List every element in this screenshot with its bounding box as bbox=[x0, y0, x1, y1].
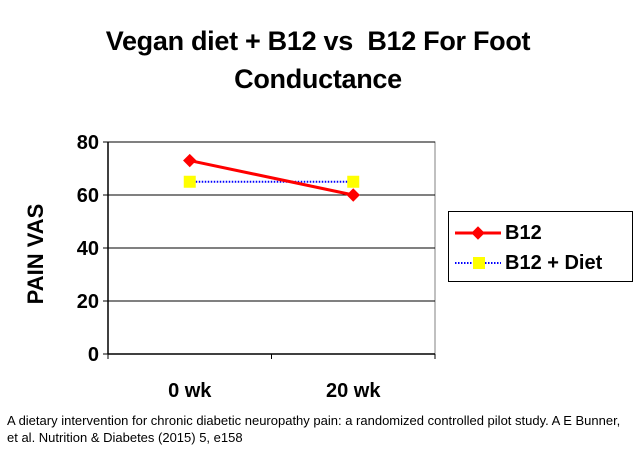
chart-title-line-2: Conductance bbox=[234, 64, 402, 94]
legend-swatch-b12-diet bbox=[455, 257, 501, 269]
y-axis-label: PAIN VAS bbox=[23, 204, 48, 305]
data-point-b12-1 bbox=[346, 188, 360, 202]
series-line-b12 bbox=[189, 159, 354, 197]
x-tick-label-1: 20 wk bbox=[326, 380, 381, 402]
y-tick-label-0: 0 bbox=[88, 344, 99, 366]
legend-item-b12: B12 bbox=[455, 218, 630, 248]
y-tick-label-20: 20 bbox=[77, 291, 99, 313]
gridlines bbox=[108, 141, 435, 302]
legend-label-b12: B12 bbox=[505, 221, 542, 244]
line-chart: 0 20 40 60 80 0 wk 20 wk PAIN VAS bbox=[23, 132, 436, 402]
y-tick-label-60: 60 bbox=[77, 185, 99, 207]
chart-title: Vegan diet + B12 vs B12 For Foot Conduct… bbox=[0, 22, 636, 98]
x-axis-ticks: 0 wk 20 wk bbox=[107, 354, 436, 402]
data-point-b12-diet-0 bbox=[183, 175, 196, 188]
legend-label-b12-diet: B12 + Diet bbox=[505, 251, 603, 274]
y-tick-label-80: 80 bbox=[77, 132, 99, 154]
chart-title-line-1: Vegan diet + B12 vs B12 For Foot bbox=[105, 26, 531, 56]
y-tick-label-40: 40 bbox=[77, 238, 99, 260]
x-tick-label-0: 0 wk bbox=[168, 380, 212, 402]
y-axis-ticks: 0 20 40 60 80 bbox=[77, 132, 108, 366]
data-series bbox=[183, 153, 360, 202]
source-caption: A dietary intervention for chronic diabe… bbox=[7, 413, 621, 445]
data-point-b12-0 bbox=[183, 153, 197, 168]
data-point-b12-diet-1 bbox=[347, 175, 360, 188]
legend-swatch-b12 bbox=[455, 226, 501, 240]
legend-item-b12-diet: B12 + Diet bbox=[455, 248, 630, 278]
legend: B12 B12 + Diet bbox=[448, 211, 633, 282]
